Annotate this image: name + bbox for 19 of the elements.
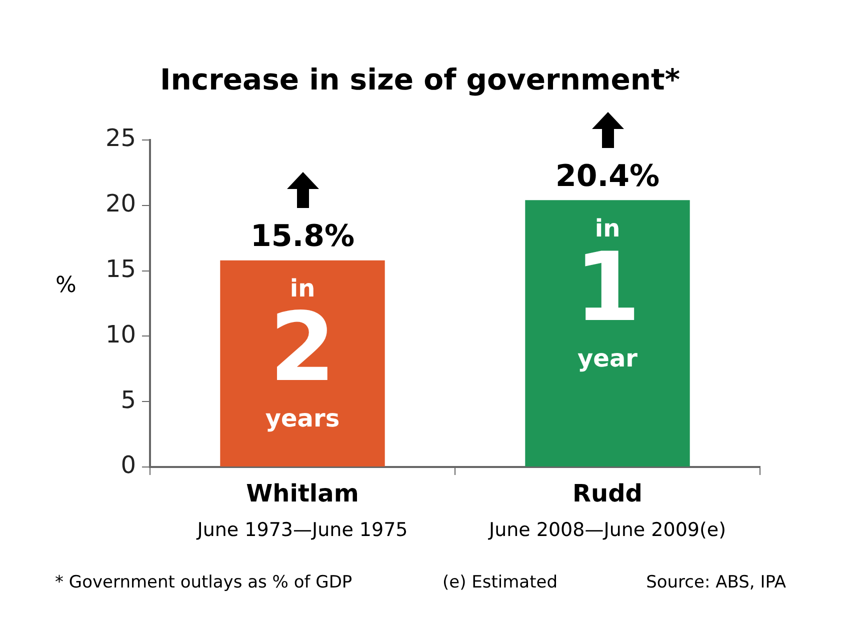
y-tick-label: 15 xyxy=(105,255,136,284)
text: (e) Estimated xyxy=(442,572,558,592)
y-tick-label: 5 xyxy=(120,386,136,414)
data-label: 20.4% xyxy=(555,158,660,194)
source-note: Source: ABS, IPA xyxy=(646,572,786,592)
annotation: years xyxy=(265,404,340,433)
x-tick-label: Rudd xyxy=(572,480,642,508)
y-tick-label: 0 xyxy=(120,451,136,480)
y-tick-label: 20 xyxy=(105,190,136,218)
text: * Government outlays as % of GDP xyxy=(55,572,352,592)
chart-title: Increase in size of government* xyxy=(160,62,680,97)
x-tick-label: Whitlam xyxy=(246,480,359,508)
annotation: year xyxy=(578,344,638,372)
y-axis-title: % xyxy=(56,273,76,298)
text: June 1973—June 1975 xyxy=(196,518,408,541)
text: June 2008—June 2009(e) xyxy=(488,518,726,541)
data-label: 15.8% xyxy=(250,219,355,254)
y-tick-label: 10 xyxy=(105,320,136,348)
y-tick-label: 25 xyxy=(105,124,136,152)
